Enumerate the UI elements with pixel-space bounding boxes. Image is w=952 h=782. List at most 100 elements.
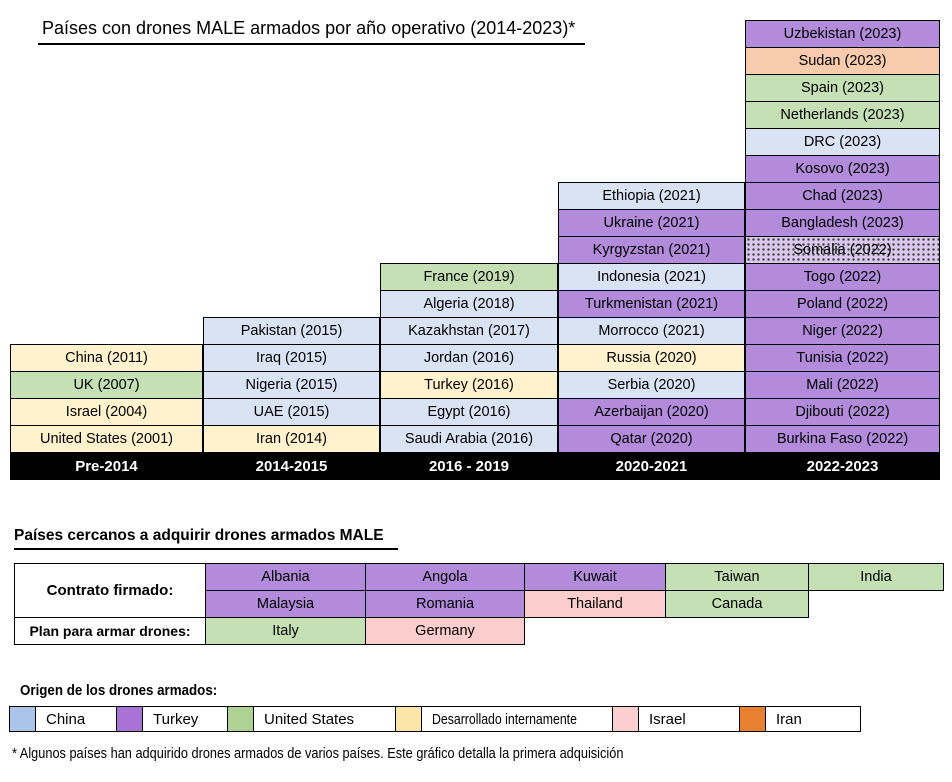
country-cell: Nigeria (2015) bbox=[203, 371, 380, 399]
country-cell: UK (2007) bbox=[10, 371, 203, 399]
country-cell: Kazakhstan (2017) bbox=[380, 317, 558, 345]
candidate-country-cell: Taiwan bbox=[665, 563, 809, 591]
chart-column: Pakistan (2015) Iraq (2015) Nigeria (2015)… bbox=[203, 317, 380, 453]
iran-color-swatch bbox=[739, 706, 766, 732]
legend-label: Turkey bbox=[142, 706, 228, 732]
country-cell: Qatar (2020) bbox=[558, 425, 745, 453]
country-cell: Togo (2022) bbox=[745, 263, 940, 291]
candidate-country-cell: Albania bbox=[205, 563, 366, 591]
acquiring-heading: Países cercanos a adquirir drones armado… bbox=[14, 527, 398, 550]
candidate-country-cell: Angola bbox=[365, 563, 525, 591]
country-cell: Egypt (2016) bbox=[380, 398, 558, 426]
candidate-country-cell: Germany bbox=[365, 617, 525, 645]
country-cell: Spain (2023) bbox=[745, 74, 940, 102]
country-cell: Ethiopia (2021) bbox=[558, 182, 745, 210]
country-cell: DRC (2023) bbox=[745, 128, 940, 156]
country-cell: Tunisia (2022) bbox=[745, 344, 940, 372]
country-cell: Mali (2022) bbox=[745, 371, 940, 399]
country-cell: Burkina Faso (2022) bbox=[745, 425, 940, 453]
country-cell: Iraq (2015) bbox=[203, 344, 380, 372]
legend-label: Desarrollado internamente bbox=[421, 706, 613, 732]
country-cell: Pakistan (2015) bbox=[203, 317, 380, 345]
legend-entry: Turkey bbox=[116, 706, 228, 732]
country-cell: Azerbaijan (2020) bbox=[558, 398, 745, 426]
chart-column: France (2019) Algeria (2018) Kazakhstan (2… bbox=[380, 263, 558, 453]
legend-label-text: Turkey bbox=[153, 710, 199, 728]
period-header: 2022-2023 bbox=[806, 458, 879, 475]
country-cell: Niger (2022) bbox=[745, 317, 940, 345]
country-cell: Iran (2014) bbox=[203, 425, 380, 453]
country-cell: Netherlands (2023) bbox=[745, 101, 940, 129]
country-cell: Algeria (2018) bbox=[380, 290, 558, 318]
turkey-color-swatch bbox=[116, 706, 143, 732]
country-cell: France (2019) bbox=[380, 263, 558, 291]
legend-label: Israel bbox=[638, 706, 740, 732]
country-cell: Djibouti (2022) bbox=[745, 398, 940, 426]
acquiring-row: Albania Angola Kuwait Taiwan India bbox=[205, 563, 944, 591]
candidate-country-cell: Malaysia bbox=[205, 590, 366, 618]
row-label-plan-to-arm: Plan para armar drones: bbox=[14, 617, 206, 645]
candidate-country-cell: Kuwait bbox=[524, 563, 666, 591]
legend-label-text: Iran bbox=[776, 710, 802, 728]
legend-label-text: Israel bbox=[649, 710, 686, 728]
country-cell: UAE (2015) bbox=[203, 398, 380, 426]
chart-column: Ethiopia (2021) Ukraine (2021) Kyrgyzstan … bbox=[558, 182, 745, 453]
period-header: 2020-2021 bbox=[615, 458, 688, 475]
country-cell: Kosovo (2023) bbox=[745, 155, 940, 183]
acquiring-row: Italy Germany bbox=[205, 617, 525, 645]
country-cell: Russia (2020) bbox=[558, 344, 745, 372]
country-cell: Somalia (2022) bbox=[745, 236, 940, 264]
period-header-band: Pre-2014 2014-2015 2016 - 2019 2020-2021 202… bbox=[10, 453, 940, 480]
legend-entry: Israel bbox=[612, 706, 740, 732]
drone-timeline-chart: China (2011) UK (2007) Israel (2004) United… bbox=[10, 20, 940, 453]
israel-color-swatch bbox=[612, 706, 639, 732]
footnote: * Algunos países han adquirido drones ar… bbox=[12, 746, 624, 762]
row-label-contract-signed: Contrato firmado: bbox=[14, 563, 206, 618]
legend-label-text: China bbox=[46, 710, 86, 728]
legend-heading: Origen de los drones armados: bbox=[20, 683, 218, 699]
legend-entry: United States bbox=[227, 706, 396, 732]
country-cell: Morrocco (2021) bbox=[558, 317, 745, 345]
page-title: Países con drones MALE armados por año o… bbox=[38, 18, 586, 45]
chart-column: Uzbekistan (2023) Sudan (2023) Spain (2023… bbox=[745, 20, 940, 453]
chart-column: China (2011) UK (2007) Israel (2004) United… bbox=[10, 344, 203, 453]
acquiring-row: Malaysia Romania Thailand Canada bbox=[205, 590, 809, 618]
period-header: 2014-2015 bbox=[255, 458, 328, 475]
legend-label-text: United States bbox=[264, 710, 355, 728]
legend-bar: China Turkey United States Desarrollado int… bbox=[9, 706, 861, 732]
country-cell: Turkmenistan (2021) bbox=[558, 290, 745, 318]
candidate-country-cell: Thailand bbox=[524, 590, 666, 618]
period-header: Pre-2014 bbox=[75, 458, 138, 475]
internal-color-swatch bbox=[395, 706, 422, 732]
country-cell: Poland (2022) bbox=[745, 290, 940, 318]
country-cell: Kyrgyzstan (2021) bbox=[558, 236, 745, 264]
legend-label-text: Desarrollado internamente bbox=[432, 710, 577, 728]
country-cell: Bangladesh (2023) bbox=[745, 209, 940, 237]
period-header: 2016 - 2019 bbox=[428, 458, 510, 475]
country-cell: Chad (2023) bbox=[745, 182, 940, 210]
chart-columns: China (2011) UK (2007) Israel (2004) United… bbox=[10, 20, 940, 453]
country-cell: Indonesia (2021) bbox=[558, 263, 745, 291]
candidate-country-cell: Romania bbox=[365, 590, 525, 618]
legend-entry: Iran bbox=[739, 706, 861, 732]
country-cell: Jordan (2016) bbox=[380, 344, 558, 372]
country-cell: Serbia (2020) bbox=[558, 371, 745, 399]
country-cell: Saudi Arabia (2016) bbox=[380, 425, 558, 453]
country-cell: Turkey (2016) bbox=[380, 371, 558, 399]
legend-label: United States bbox=[253, 706, 396, 732]
country-cell: United States (2001) bbox=[10, 425, 203, 453]
candidate-country-cell: India bbox=[808, 563, 944, 591]
country-cell: China (2011) bbox=[10, 344, 203, 372]
country-cell: Ukraine (2021) bbox=[558, 209, 745, 237]
legend-label: Iran bbox=[765, 706, 861, 732]
country-cell: Uzbekistan (2023) bbox=[745, 20, 940, 48]
candidate-country-cell: Italy bbox=[205, 617, 366, 645]
china-color-swatch bbox=[9, 706, 36, 732]
candidate-country-cell: Canada bbox=[665, 590, 809, 618]
legend-entry: China bbox=[9, 706, 117, 732]
legend-label: China bbox=[35, 706, 117, 732]
us-color-swatch bbox=[227, 706, 254, 732]
country-cell: Israel (2004) bbox=[10, 398, 203, 426]
legend-entry: Desarrollado internamente bbox=[395, 706, 613, 732]
country-cell: Sudan (2023) bbox=[745, 47, 940, 75]
